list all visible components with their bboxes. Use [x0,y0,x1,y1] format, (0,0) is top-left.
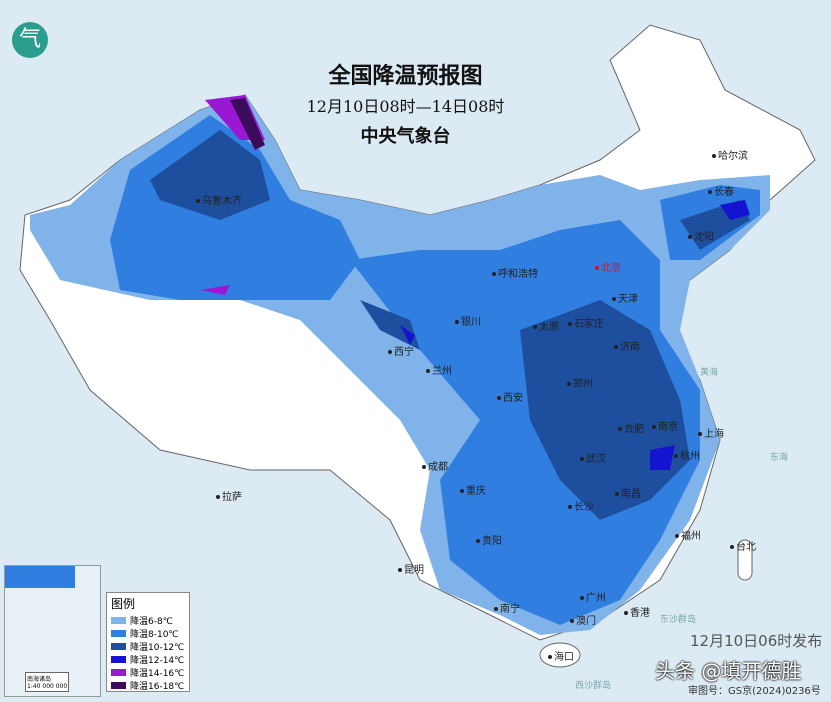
legend-label: 降温8-10℃ [130,630,179,640]
sea-label: 东沙群岛 [660,615,697,625]
legend-item: 降温10-12℃ [111,640,185,653]
legend-swatch [111,630,126,637]
city-label: 海口 [548,648,574,663]
city-label: 合肥 [618,420,644,435]
city-label: 南宁 [494,600,520,615]
legend-swatch [111,617,126,624]
city-label: 广州 [580,589,606,604]
legend-item: 降温12-14℃ [111,653,185,666]
legend-swatch [111,656,126,663]
sea-label: 东海 [770,453,789,463]
legend: 图例 降温6-8℃ 降温8-10℃ 降温10-12℃ 降温12-14℃ 降温14-16℃… [106,592,190,692]
city-label: 南京 [652,418,678,433]
legend-label: 降温14-16℃ [130,669,185,679]
city-label: 乌鲁木齐 [196,192,242,207]
city-label: 北京 [595,259,621,274]
legend-swatch [111,643,126,650]
inset-cooling-zone [5,566,75,588]
city-label: 兰州 [426,362,452,377]
inset-scale: 南海诸岛 1:40 000 000 [25,672,70,692]
legend-item: 降温16-18℃ [111,679,185,692]
cma-logo: 气 [12,22,48,58]
city-label: 台北 [730,538,756,553]
legend-label: 降温10-12℃ [130,643,185,653]
city-label: 上海 [698,425,724,440]
city-label: 太原 [533,318,559,333]
city-label: 拉萨 [216,488,242,503]
city-label: 哈尔滨 [712,147,748,162]
city-label: 香港 [624,604,650,619]
legend-item: 降温6-8℃ [111,614,185,627]
publish-time: 12月10日06时发布 [690,632,823,650]
city-label: 银川 [455,313,481,328]
city-label: 长沙 [568,498,594,513]
city-label: 郑州 [567,375,593,390]
city-label: 成都 [422,458,448,473]
legend-item: 降温8-10℃ [111,627,185,640]
issuer: 中央气象台 [360,126,451,147]
legend-label: 降温6-8℃ [130,617,173,627]
south-china-sea-inset: 南海诸岛 1:40 000 000 [4,565,101,697]
legend-swatch [111,669,126,676]
watermark: 头条 @填开德胜 [655,659,802,683]
city-label: 呼和浩特 [492,265,538,280]
city-label: 杭州 [674,447,700,462]
city-label: 南昌 [615,485,641,500]
city-label: 石家庄 [568,315,604,330]
city-label: 天津 [612,290,638,305]
city-label: 重庆 [460,482,486,497]
cooling-zone-10-12 [150,130,750,520]
city-label: 西安 [497,389,523,404]
legend-label: 降温16-18℃ [130,682,185,692]
city-label: 济南 [614,338,640,353]
city-label: 贵阳 [476,532,502,547]
forecast-period: 12月10日08时—14日08时 [306,97,505,116]
city-label: 西宁 [388,343,414,358]
cooling-zone-16-18 [230,98,265,150]
map-title: 全国降温预报图 [328,63,483,89]
city-label: 长春 [708,183,734,198]
legend-label: 降温12-14℃ [130,656,185,666]
city-label: 福州 [675,527,701,542]
sea-label: 黄海 [700,368,719,378]
legend-title: 图例 [111,597,136,611]
map-approval-number: 审图号：GS京(2024)0236号 [688,686,821,697]
legend-item: 降温14-16℃ [111,666,185,679]
city-label: 沈阳 [688,228,714,243]
city-label: 武汉 [580,450,606,465]
city-label: 澳门 [570,612,596,627]
legend-swatch [111,682,126,689]
city-label: 昆明 [398,561,424,576]
sea-label: 西沙群岛 [575,681,612,691]
